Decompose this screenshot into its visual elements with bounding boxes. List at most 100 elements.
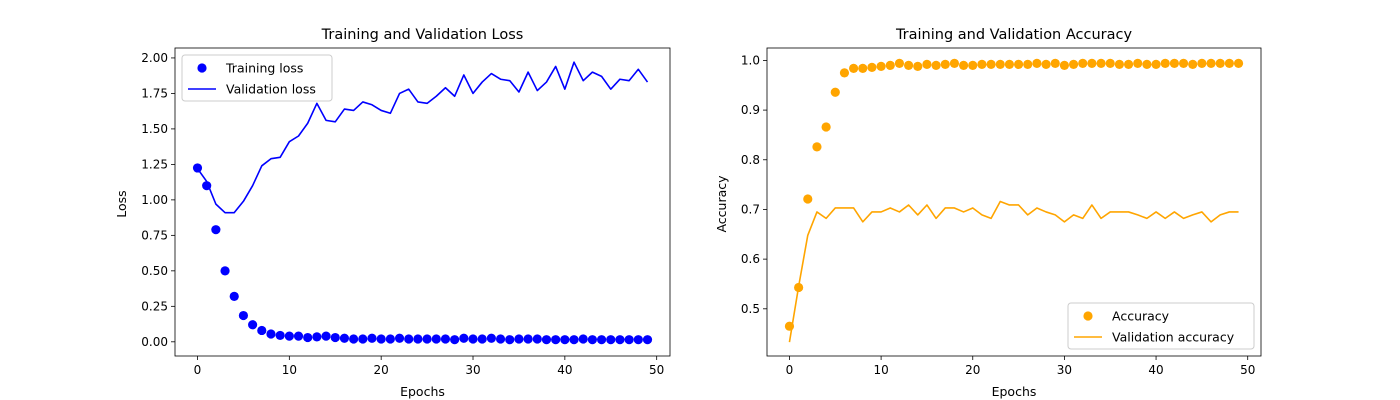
training-loss-point bbox=[211, 225, 221, 235]
accuracy-point bbox=[1096, 58, 1106, 68]
training-loss-point bbox=[569, 335, 579, 345]
accuracy-point bbox=[1004, 59, 1015, 69]
accuracy-point bbox=[1169, 58, 1179, 68]
legend-swatch-training-loss bbox=[197, 63, 207, 73]
y-tick-label: 0.75 bbox=[141, 228, 168, 242]
accuracy-point bbox=[1178, 58, 1189, 68]
accuracy-point bbox=[1087, 58, 1097, 68]
training-loss-point bbox=[192, 163, 203, 173]
training-loss-point bbox=[450, 335, 460, 345]
accuracy-point bbox=[1151, 59, 1161, 69]
training-loss-point bbox=[303, 332, 313, 343]
loss-subplot: Training and Validation Loss 0 10 20 30 40 50… bbox=[114, 27, 671, 399]
training-loss-point bbox=[514, 334, 524, 344]
y-tick-label: 0.7 bbox=[741, 202, 760, 216]
training-loss-point bbox=[229, 291, 239, 301]
axes-frame bbox=[766, 47, 1262, 357]
loss-x-axis-label: Epochs bbox=[400, 384, 445, 399]
training-loss-point bbox=[312, 332, 322, 342]
legend-label-validation-accuracy: Validation accuracy bbox=[1112, 330, 1235, 345]
training-loss-point bbox=[238, 310, 249, 321]
accuracy-point bbox=[968, 60, 978, 70]
training-loss-point bbox=[257, 325, 267, 336]
accuracy-point bbox=[1215, 58, 1225, 68]
training-loss-point bbox=[606, 335, 616, 345]
validation-accuracy-line bbox=[788, 200, 1239, 343]
training-loss-point bbox=[431, 334, 441, 344]
training-loss-point bbox=[330, 332, 340, 343]
legend-box bbox=[1067, 302, 1255, 350]
accuracy-point bbox=[1032, 58, 1042, 68]
accuracy-point bbox=[1206, 58, 1216, 68]
accuracy-point bbox=[1123, 59, 1134, 69]
y-tick-label: 0.9 bbox=[741, 103, 760, 117]
accuracy-point bbox=[1133, 58, 1143, 68]
accuracy-point bbox=[1023, 59, 1033, 69]
training-loss-point bbox=[321, 331, 331, 341]
training-loss-point bbox=[532, 334, 542, 344]
training-loss-point bbox=[367, 333, 377, 343]
accuracy-point bbox=[894, 58, 905, 68]
x-tick-label: 20 bbox=[374, 363, 389, 377]
training-loss-point bbox=[624, 335, 634, 345]
x-tick-label: 40 bbox=[557, 363, 572, 377]
accuracy-point bbox=[803, 194, 813, 204]
y-tick-label: 1.75 bbox=[141, 86, 168, 100]
accuracy-point bbox=[876, 61, 886, 71]
y-tick-label: 0.6 bbox=[741, 252, 760, 266]
training-loss-point bbox=[248, 320, 258, 330]
accuracy-chart-title: Training and Validation Accuracy bbox=[895, 27, 1133, 43]
accuracy-point bbox=[995, 59, 1005, 69]
legend-label-training-loss: Training loss bbox=[225, 61, 303, 76]
accuracy-point bbox=[986, 59, 996, 69]
accuracy-point bbox=[858, 63, 868, 73]
accuracy-point bbox=[1078, 58, 1088, 68]
legend: Training loss Validation loss bbox=[181, 54, 333, 102]
y-tick-label: 1.0 bbox=[741, 53, 760, 67]
accuracy-point bbox=[904, 60, 914, 70]
accuracy-x-axis-label: Epochs bbox=[992, 384, 1037, 399]
training-loss-point bbox=[642, 335, 653, 345]
accuracy-point bbox=[1013, 59, 1024, 69]
loss-plot-area: 0 10 20 30 40 50 0.00 0.25 0.50 0.75 1.00 1.25 1.50 1… bbox=[141, 47, 671, 377]
accuracy-point bbox=[821, 122, 831, 132]
training-loss-point bbox=[284, 331, 294, 341]
y-tick-label: 1.25 bbox=[141, 157, 168, 171]
training-loss-point bbox=[275, 330, 285, 341]
accuracy-point bbox=[1041, 59, 1051, 69]
accuracy-point bbox=[1105, 58, 1115, 68]
legend-swatch-accuracy bbox=[1083, 311, 1093, 321]
x-tick-label: 10 bbox=[873, 363, 888, 377]
training-loss-point bbox=[220, 266, 230, 276]
accuracy-point bbox=[812, 142, 822, 152]
accuracy-point bbox=[1142, 59, 1152, 69]
accuracy-y-axis-label: Accuracy bbox=[714, 175, 729, 233]
training-loss-point bbox=[468, 334, 478, 344]
loss-chart-title: Training and Validation Loss bbox=[321, 27, 524, 43]
accuracy-point bbox=[1197, 58, 1207, 68]
accuracy-subplot: Training and Validation Accuracy 0 10 20 30… bbox=[714, 27, 1262, 399]
training-loss-point bbox=[615, 335, 625, 345]
accuracy-point bbox=[867, 62, 877, 72]
training-loss-point bbox=[358, 334, 368, 344]
y-tick-label: 1.50 bbox=[141, 122, 168, 136]
x-tick-label: 30 bbox=[465, 363, 480, 377]
y-tick-label: 0.00 bbox=[141, 335, 168, 349]
accuracy-point bbox=[1068, 59, 1079, 69]
accuracy-point bbox=[958, 60, 969, 70]
legend-label-accuracy: Accuracy bbox=[1112, 309, 1170, 324]
validation-loss-line bbox=[196, 61, 649, 214]
legend: Accuracy Validation accuracy bbox=[1067, 302, 1255, 350]
y-tick-label: 0.25 bbox=[141, 299, 168, 313]
training-loss-point bbox=[413, 334, 423, 344]
accuracy-point bbox=[1050, 58, 1060, 68]
accuracy-point bbox=[885, 60, 895, 70]
loss-y-axis-label: Loss bbox=[114, 190, 129, 217]
accuracy-point bbox=[931, 60, 941, 70]
accuracy-point bbox=[977, 59, 987, 69]
accuracy-point bbox=[1059, 60, 1070, 70]
training-loss-point bbox=[596, 335, 607, 345]
axes-frame bbox=[174, 47, 671, 357]
accuracy-point bbox=[913, 61, 923, 71]
